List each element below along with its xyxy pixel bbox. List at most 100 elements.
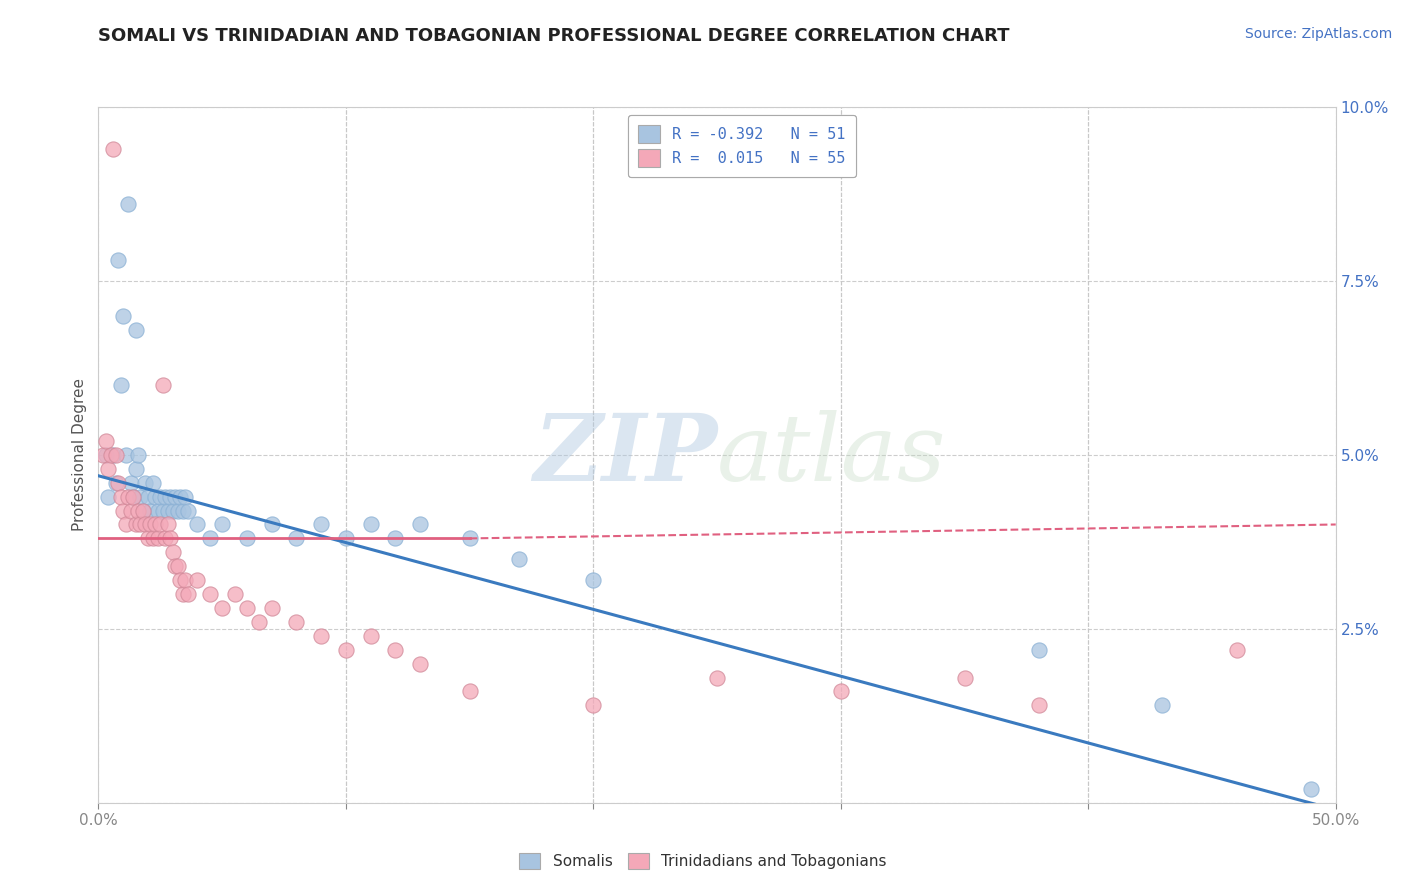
Point [139,517,162,532]
Point [335,642,357,657]
Point [172,503,194,517]
Point [103,448,125,462]
Point [127,503,149,517]
Point [110,378,132,392]
Point [162,503,184,517]
Point [94,434,117,448]
Point [1028,642,1050,657]
Point [198,532,221,546]
Point [953,671,976,685]
Point [134,475,156,490]
Point [169,573,191,587]
Point [100,448,122,462]
Point [186,573,208,587]
Point [152,378,174,392]
Point [1028,698,1050,713]
Point [211,517,233,532]
Point [166,503,188,517]
Point [409,517,432,532]
Point [186,517,208,532]
Point [142,475,165,490]
Point [582,573,605,587]
Point [136,532,159,546]
Point [124,462,146,476]
Point [152,503,174,517]
Point [335,532,357,546]
Point [247,615,270,629]
Point [110,490,132,504]
Point [176,503,198,517]
Point [146,532,169,546]
Point [176,587,198,601]
Point [134,517,156,532]
Point [117,197,139,211]
Point [360,629,382,643]
Point [159,490,181,504]
Point [107,475,129,490]
Point [122,490,145,504]
Point [309,517,332,532]
Point [830,684,852,698]
Point [309,629,332,643]
Point [94,448,117,462]
Point [260,601,283,615]
Point [236,601,259,615]
Point [198,587,221,601]
Point [159,532,181,546]
Point [143,490,166,504]
Point [706,671,728,685]
Point [384,532,406,546]
Point [139,503,162,517]
Point [224,587,246,601]
Point [114,448,136,462]
Point [166,559,188,574]
Point [1226,642,1249,657]
Point [93,448,115,462]
Point [149,517,172,532]
Point [136,490,159,504]
Point [127,448,149,462]
Point [582,698,605,713]
Point [174,573,197,587]
Point [172,587,194,601]
Point [165,490,187,504]
Point [129,517,152,532]
Point [169,490,191,504]
Point [162,545,184,559]
Point [143,517,166,532]
Point [104,448,127,462]
Point [1152,698,1174,713]
Point [117,490,139,504]
Point [149,490,172,504]
Point [174,490,197,504]
Point [97,462,120,476]
Point [114,517,136,532]
Point [120,475,142,490]
Point [260,517,283,532]
Text: atlas: atlas [717,410,946,500]
Point [155,490,177,504]
Point [124,517,146,532]
Point [458,532,481,546]
Point [285,615,308,629]
Y-axis label: Professional Degree: Professional Degree [72,378,87,532]
Point [142,532,165,546]
Point [1299,781,1322,796]
Point [384,642,406,657]
Point [211,601,233,615]
Legend: Somalis, Trinidadians and Tobagonians: Somalis, Trinidadians and Tobagonians [513,847,893,875]
Point [97,490,120,504]
Point [409,657,432,671]
Point [458,684,481,698]
Text: ZIP: ZIP [533,410,717,500]
Legend: R = -0.392   N = 51, R =  0.015   N = 55: R = -0.392 N = 51, R = 0.015 N = 55 [627,115,856,178]
Point [156,503,179,517]
Point [155,532,177,546]
Point [508,552,530,566]
Point [122,490,145,504]
Point [132,503,155,517]
Text: Source: ZipAtlas.com: Source: ZipAtlas.com [1244,27,1392,41]
Point [120,503,142,517]
Point [146,503,169,517]
Text: SOMALI VS TRINIDADIAN AND TOBAGONIAN PROFESSIONAL DEGREE CORRELATION CHART: SOMALI VS TRINIDADIAN AND TOBAGONIAN PRO… [98,27,1010,45]
